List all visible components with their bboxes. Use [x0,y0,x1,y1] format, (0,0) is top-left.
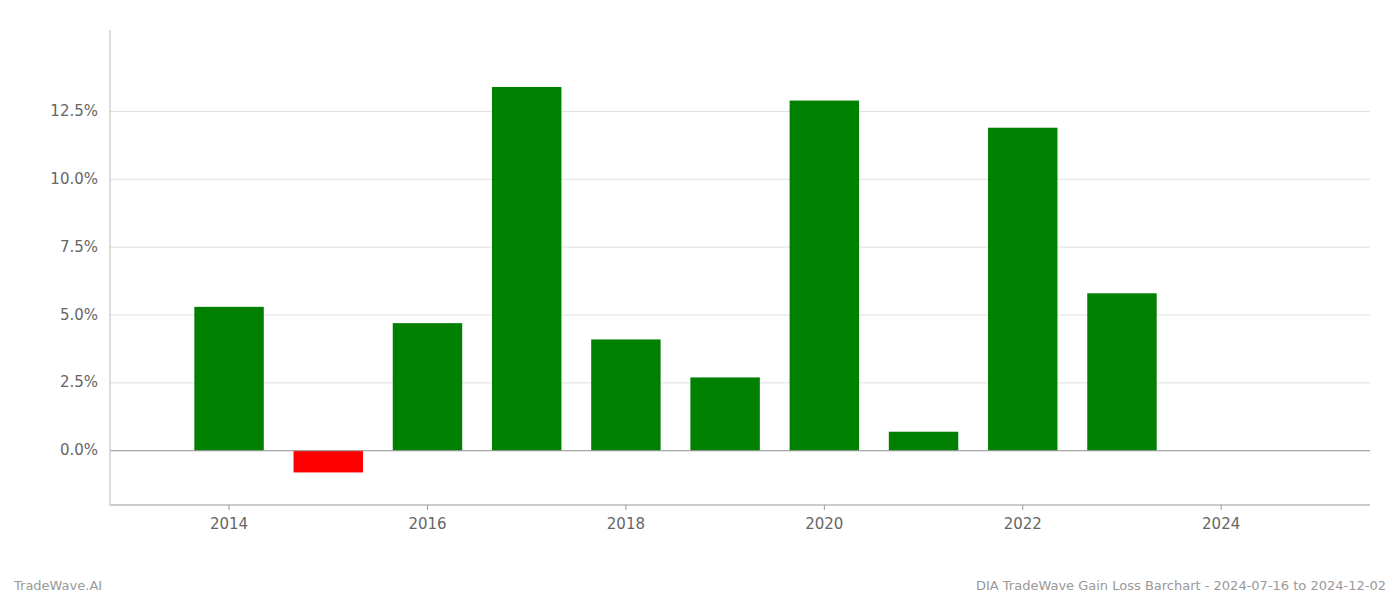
x-tick [824,505,825,510]
grid-line [110,315,1370,316]
x-tick [1022,505,1023,510]
y-tick-label: 0.0% [60,441,98,459]
bar [690,377,759,450]
bars [194,87,1156,472]
grid-line [110,111,1370,112]
x-tick [1221,505,1222,510]
bar [393,323,462,451]
zero-line [110,450,1370,451]
x-tick-label: 2020 [805,515,843,533]
chart: 0.0% 2.5% 5.0% 7.5% 10.0% 12.5% 2014 2016 2018 20… [0,0,1400,600]
grid-line [110,450,1370,451]
x-tick-label: 2014 [210,515,248,533]
y-tick-label: 5.0% [60,306,98,324]
bar [591,339,660,450]
y-tick-label: 12.5% [50,102,98,120]
y-tick-label: 10.0% [50,170,98,188]
x-tick [229,505,230,510]
bar [1087,293,1156,450]
bar [294,451,363,473]
footer-left: TradeWave.AI [13,578,102,593]
bar [790,101,859,451]
x-tick [427,505,428,510]
x-tick-label: 2016 [408,515,446,533]
x-tick-label: 2022 [1004,515,1042,533]
bar [889,432,958,451]
grid-line [110,179,1370,180]
x-axis-line [110,505,1370,506]
grid-line [110,247,1370,248]
y-axis-line [110,30,111,505]
x-tick-label: 2018 [607,515,645,533]
y-tick-label: 2.5% [60,373,98,391]
bar [492,87,561,451]
chart-container: 0.0% 2.5% 5.0% 7.5% 10.0% 12.5% 2014 2016 2018 20… [0,0,1400,600]
x-tick [625,505,626,510]
footer-right: DIA TradeWave Gain Loss Barchart - 2024-… [976,578,1386,593]
y-grid [110,111,1370,450]
x-tick-label: 2024 [1202,515,1240,533]
y-tick-label: 7.5% [60,238,98,256]
bar [194,307,263,451]
bar [988,128,1057,451]
